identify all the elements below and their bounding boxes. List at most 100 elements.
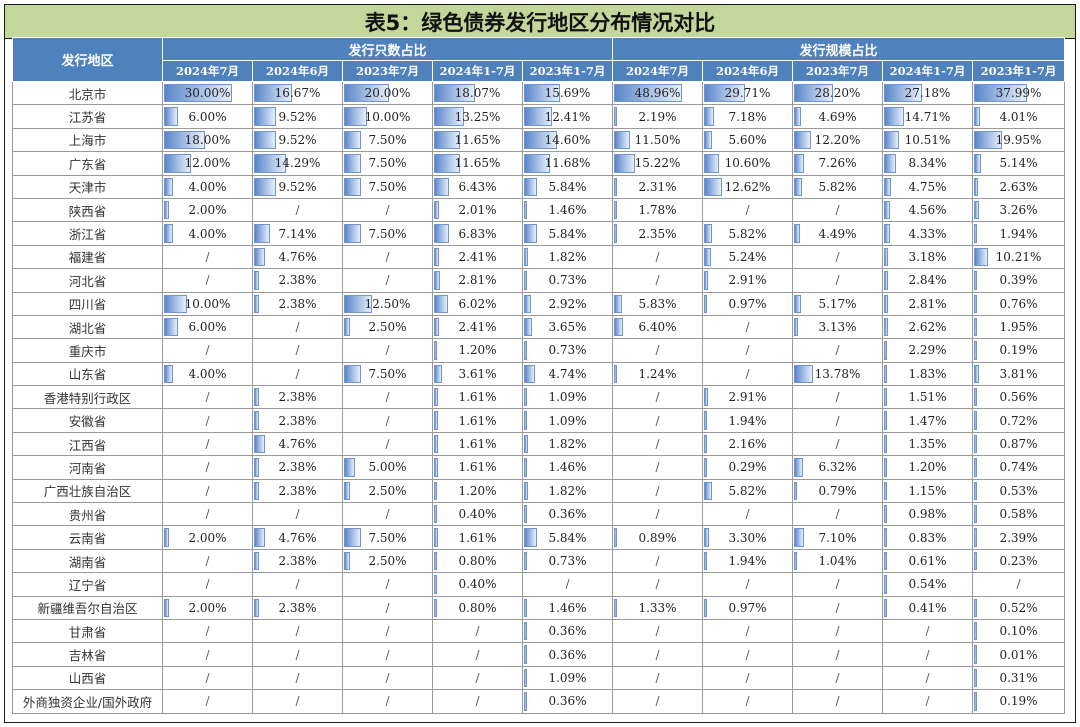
count-share-cell: / [432, 642, 523, 667]
data-bar [704, 154, 719, 173]
scale-share-cell: 2.29% [882, 338, 973, 363]
table-row: 贵州省 / / / 0.40% 0.36% / / / 0.98% 0.58% [12, 502, 1065, 527]
data-bar [164, 130, 205, 150]
data-bar [884, 598, 887, 617]
percent-value: 11.68% [544, 156, 591, 171]
count-share-cell: / [252, 689, 343, 714]
percent-value: 0.19% [999, 343, 1038, 358]
count-share-cell: 12.50% [342, 291, 433, 316]
percent-value: 0.89% [638, 530, 677, 545]
region-cell: 福建省 [12, 244, 163, 270]
data-bar [434, 317, 439, 337]
percent-value: 0.83% [908, 530, 947, 545]
count-share-cell: 1.46% [522, 455, 613, 480]
scale-share-cell: 5.17% [792, 291, 883, 316]
percent-value: 2.38% [278, 390, 317, 405]
count-share-cell: 0.80% [432, 595, 523, 620]
scale-share-cell: / [612, 244, 703, 270]
scale-share-cell: / [792, 338, 883, 363]
period-header: 2023年7月 [342, 60, 433, 82]
table-row: 上海市 18.00% 9.52% 7.50% 11.65% 14.60% 11.50% 5.6… [12, 127, 1065, 153]
count-share-cell: / [342, 268, 433, 293]
data-bar [344, 458, 355, 477]
scale-share-cell: 0.97% [702, 595, 793, 620]
percent-value: 15.22% [634, 156, 681, 171]
empty-value: / [475, 647, 480, 662]
table-row: 甘肃省 / / / / 0.36% / / / / 0.10% [12, 618, 1065, 644]
scale-share-cell: 48.96% [612, 80, 703, 106]
percent-value: 12.20% [814, 132, 861, 147]
count-share-cell: 11.65% [432, 127, 523, 153]
data-bar [524, 551, 527, 571]
scale-share-cell: 2.62% [882, 314, 973, 340]
table-row: 陕西省 2.00% / / 2.01% 1.46% 1.78% / / 4.56% 3.26% [12, 197, 1065, 223]
percent-value: 1.20% [458, 483, 497, 498]
scale-share-cell: / [792, 689, 883, 714]
percent-value: 3.13% [818, 320, 857, 335]
data-bar [524, 598, 527, 617]
percent-value: 2.35% [638, 226, 677, 241]
data-bar [704, 598, 707, 617]
count-share-cell: / [252, 618, 343, 644]
scale-share-cell: 27.18% [882, 80, 973, 106]
scale-share-cell: 2.16% [702, 431, 793, 457]
region-cell: 江西省 [12, 431, 163, 457]
empty-value: / [835, 249, 840, 264]
percent-value: 7.50% [368, 179, 407, 194]
scale-share-cell: 0.83% [882, 525, 973, 550]
empty-value: / [385, 624, 390, 639]
data-bar [434, 598, 437, 617]
data-bar [974, 341, 977, 360]
percent-value: 10.00% [184, 296, 231, 311]
data-bar [524, 621, 527, 641]
data-bar [704, 551, 707, 571]
percent-value: 0.54% [908, 577, 947, 592]
percent-value: 2.50% [368, 554, 407, 568]
data-bar [884, 481, 887, 501]
count-share-cell: 1.46% [522, 595, 613, 620]
count-share-cell: 6.83% [432, 221, 523, 246]
count-share-cell: 1.61% [432, 455, 523, 480]
data-bar [434, 388, 438, 407]
percent-value: 0.36% [548, 624, 587, 639]
count-share-cell: 5.84% [522, 174, 613, 199]
data-bar [794, 224, 800, 243]
count-share-cell: / [252, 642, 343, 667]
data-bar [884, 247, 888, 267]
data-bar [344, 130, 361, 150]
data-bar [254, 458, 259, 477]
scale-share-cell: 19.95% [972, 127, 1065, 153]
region-cell: 贵州省 [12, 502, 163, 527]
data-bar [344, 528, 361, 547]
count-share-cell: / [162, 572, 253, 597]
data-bar [974, 107, 980, 126]
data-bar [254, 411, 259, 430]
percent-value: 0.31% [999, 670, 1038, 685]
empty-value: / [835, 670, 840, 685]
scale-share-cell: / [702, 618, 793, 644]
empty-value: / [655, 460, 660, 475]
data-bar [614, 130, 630, 150]
scale-share-cell: 0.10% [972, 618, 1065, 644]
period-header: 2023年1-7月 [522, 60, 613, 82]
data-bar [704, 247, 711, 267]
count-share-cell: / [522, 572, 613, 597]
empty-value: / [745, 320, 750, 335]
empty-value: / [835, 437, 840, 452]
table-row: 河南省 / 2.38% 5.00% 1.61% 1.46% / 0.29% 6.32% 1.20%… [12, 455, 1065, 480]
percent-value: 9.52% [278, 179, 317, 194]
count-share-cell: / [162, 665, 253, 691]
percent-value: 7.26% [818, 156, 857, 171]
data-bar [974, 621, 977, 641]
data-bar [884, 458, 887, 477]
scale-share-cell: 12.20% [792, 127, 883, 153]
data-bar [524, 645, 527, 664]
count-share-cell: 6.00% [162, 104, 253, 129]
percent-value: 29.71% [724, 86, 771, 101]
count-share-cell: 7.50% [342, 221, 433, 246]
empty-value: / [295, 203, 300, 218]
percent-value: 5.60% [728, 132, 767, 147]
percent-value: 0.97% [728, 296, 767, 311]
count-share-cell: 0.36% [522, 689, 613, 714]
scale-share-cell: 15.22% [612, 151, 703, 176]
